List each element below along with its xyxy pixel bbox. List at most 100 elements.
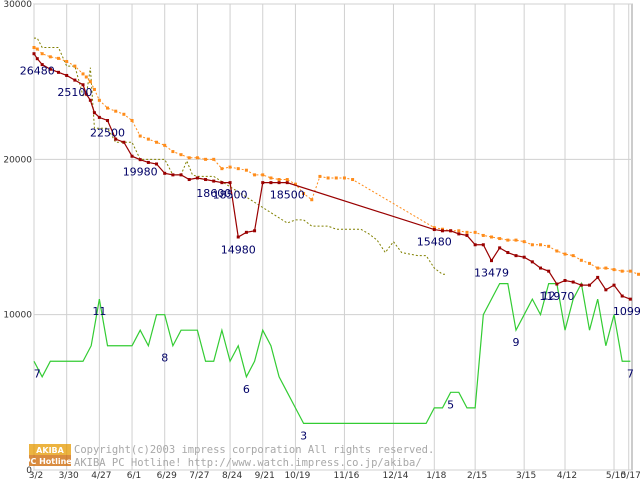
lowest-point <box>179 173 183 177</box>
lowest-point <box>236 235 240 239</box>
y-tick-label: 30000 <box>3 0 32 10</box>
average-point <box>73 64 77 68</box>
lowest-point <box>106 119 110 122</box>
lowest-point <box>65 73 69 77</box>
lowest-point <box>130 154 134 158</box>
x-tick-label: 9/21 <box>255 471 275 480</box>
lowest-point <box>97 115 101 119</box>
lowest-data-label: 11970 <box>539 290 574 303</box>
average-point <box>571 254 575 258</box>
count-data-label: 12 <box>542 290 556 303</box>
average-point <box>530 243 534 247</box>
average-point <box>440 227 444 231</box>
y-tick-label: 0 <box>26 466 32 476</box>
average-point <box>97 98 101 102</box>
x-tick-label: 4/12 <box>557 471 577 480</box>
lowest-point <box>539 266 543 270</box>
average-point <box>32 45 36 49</box>
average-point <box>40 52 44 56</box>
average-point <box>539 243 543 247</box>
lowest-point <box>465 233 469 237</box>
lowest-point <box>244 230 248 234</box>
lowest-data-label: 22500 <box>90 127 125 140</box>
lowest-point <box>514 254 518 258</box>
count-data-label: 8 <box>161 352 168 365</box>
lowest-point <box>57 70 61 74</box>
x-tick-label: 1/18 <box>426 471 446 480</box>
average-point <box>277 178 281 182</box>
average-point <box>302 192 306 196</box>
lowest-point <box>269 181 273 185</box>
lowest-data-label: 25100 <box>57 86 92 99</box>
average-point <box>457 229 461 233</box>
average-point <box>204 157 208 161</box>
lowest-price-line <box>33 53 631 300</box>
plot-area <box>33 3 633 471</box>
x-tick-label: 12/14 <box>382 471 408 480</box>
x-tick-label: 3/2 <box>29 471 43 480</box>
lowest-point <box>547 269 551 273</box>
average-point <box>236 167 240 171</box>
average-point <box>130 119 134 122</box>
lowest-data-label: 15480 <box>417 236 452 249</box>
lowest-point <box>187 178 191 182</box>
lowest-point <box>171 173 175 177</box>
average-point <box>489 235 493 239</box>
lowest-point <box>163 171 167 175</box>
count-data-label: 3 <box>300 429 307 442</box>
lowest-point <box>596 275 600 279</box>
average-point <box>253 173 257 177</box>
y-tick-label: 20000 <box>3 155 32 165</box>
lowest-point <box>195 176 199 180</box>
lowest-point <box>32 52 36 56</box>
lowest-data-label: 13479 <box>474 267 509 280</box>
average-point <box>114 109 118 113</box>
x-tick-label: 3/30 <box>59 471 79 480</box>
average-point <box>57 56 61 60</box>
lowest-point <box>81 83 85 87</box>
lowest-point <box>612 283 616 287</box>
lowest-point <box>84 92 88 96</box>
lowest-point <box>138 158 142 162</box>
average-point <box>310 198 314 202</box>
lowest-point <box>432 228 436 232</box>
lowest-point <box>253 229 257 233</box>
chart-grid <box>33 3 633 471</box>
lowest-point <box>261 181 265 185</box>
lowest-point <box>579 283 583 287</box>
average-point <box>318 174 322 178</box>
average-point <box>138 134 142 138</box>
lowest-point <box>35 57 39 61</box>
count-data-label: 6 <box>243 383 250 396</box>
lowest-point <box>555 282 559 286</box>
lowest-point <box>88 98 92 102</box>
average-point <box>212 157 216 161</box>
lowest-point <box>204 178 208 182</box>
average-point <box>498 237 502 241</box>
lowest-data-label: 18600 <box>196 187 231 200</box>
average-point <box>261 173 265 177</box>
lowest-point <box>530 260 534 264</box>
lowest-point <box>457 232 461 236</box>
average-point <box>81 72 85 76</box>
average-point <box>293 182 297 186</box>
site-url-line: AKIBA PC Hotline! http://www.watch.impre… <box>74 457 422 469</box>
lowest-point <box>220 181 224 185</box>
chart-data-labels: 2648025100225001998018600185001498018500… <box>20 65 640 443</box>
y-axis-labels: 0 10000 20000 30000 <box>3 0 32 476</box>
average-point <box>628 269 632 273</box>
average-point <box>146 137 150 141</box>
average-point <box>171 150 175 154</box>
average-point <box>269 176 273 180</box>
shop-count-line <box>33 281 631 424</box>
average-point <box>92 87 96 91</box>
lowest-point <box>212 179 216 183</box>
count-data-label: 7 <box>627 367 634 380</box>
average-point <box>637 272 640 276</box>
lowest-data-label: 26480 <box>20 65 55 78</box>
average-point <box>285 178 289 182</box>
average-point <box>163 143 167 147</box>
lowest-point <box>604 288 608 292</box>
average-point <box>522 240 526 244</box>
